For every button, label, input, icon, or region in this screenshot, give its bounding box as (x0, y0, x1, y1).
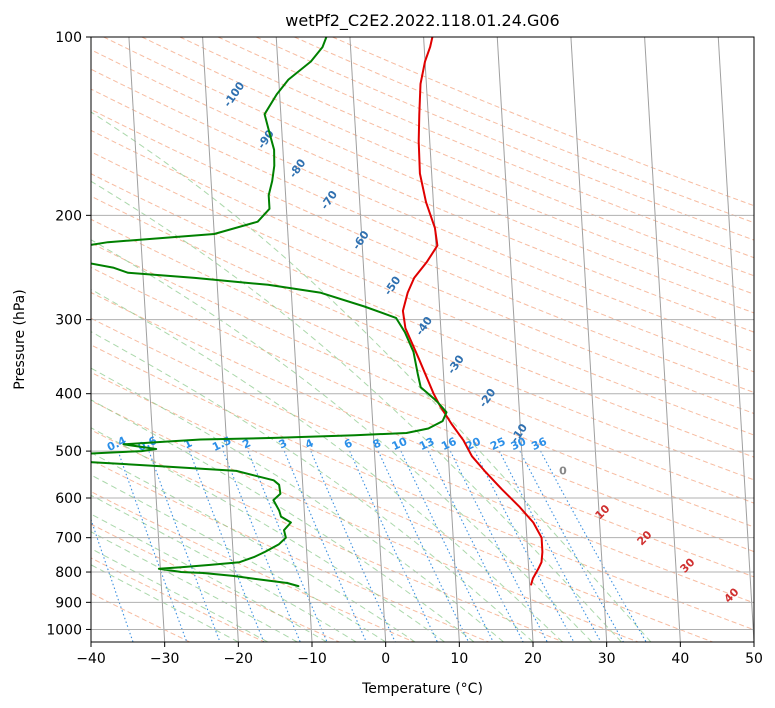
y-tick-label: 200 (55, 208, 82, 224)
x-tick-label: −30 (150, 651, 180, 667)
x-tick-label: −40 (76, 651, 106, 667)
dry-adiabat-line (91, 371, 713, 642)
isotherm-line (570, 37, 608, 642)
isotherm-line (423, 37, 460, 642)
x-tick-label: 50 (745, 651, 763, 667)
dry-adiabat-line (91, 129, 754, 415)
x-tick-label: 10 (450, 651, 468, 667)
mixing-ratio-line (377, 450, 469, 642)
mixing-ratio-line (498, 450, 602, 642)
mixing-ratio-line (474, 450, 575, 642)
x-tick-label: 30 (598, 651, 616, 667)
moist-adiabat-line (91, 111, 652, 642)
chart-title: wetPf2_C2E2.2022.118.01.24.G06 (285, 11, 559, 31)
mixing-ratio-label: 30 (509, 435, 529, 453)
moist-adiabat-line (91, 427, 445, 642)
y-tick-label: 400 (55, 387, 82, 403)
isotherm-line (202, 37, 239, 642)
mixing-ratio-line (349, 450, 438, 642)
x-axis-ticks: −40 −30 −20 −10 0 10 20 30 40 50 (76, 642, 763, 667)
dry-adiabat-line (91, 400, 639, 642)
moist-adiabat-line (91, 474, 386, 642)
dry-adiabat-line (91, 195, 754, 481)
dry-adiabat-line (91, 291, 754, 578)
isotherm-line (128, 37, 166, 642)
temperature-profile-line (401, 37, 544, 586)
dry-adiabat-line (91, 459, 489, 642)
dry-adiabat-line (91, 344, 754, 631)
mixing-ratio-line (222, 450, 301, 642)
plot-area (91, 37, 754, 642)
mixing-ratio-label: 25 (488, 435, 507, 453)
dry-adiabat-line (91, 317, 754, 604)
mixing-ratio-line (427, 450, 524, 642)
moist-adiabat-line (91, 513, 327, 642)
x-tick-label: 40 (671, 651, 689, 667)
moist-adiabat-line (91, 331, 534, 642)
y-tick-label: 500 (55, 444, 82, 460)
dewpoint-profile-line (91, 37, 448, 588)
dry-adiabat-line (91, 242, 754, 528)
moist-adiabat-line (91, 494, 357, 642)
isotherm-line (349, 37, 387, 642)
mixing-ratio-line (519, 450, 624, 642)
moist-adiabat-line (91, 399, 475, 642)
zero-isotherm-label: 0 (559, 465, 567, 478)
mixing-ratio-label: 16 (439, 435, 459, 453)
mixing-ratio-line (148, 450, 221, 642)
dry-adiabat-line (91, 49, 754, 333)
moist-adiabat-line (91, 288, 563, 642)
dry-adiabat-line (91, 557, 265, 642)
isotherm-line (275, 37, 313, 642)
isotherm-line (717, 37, 754, 642)
dry-adiabat-line (91, 429, 564, 642)
dry-adiabat-line (91, 218, 754, 504)
mixing-ratio-label: 13 (417, 435, 436, 453)
y-tick-label: 700 (55, 531, 82, 547)
isotherm-line (496, 37, 534, 642)
mixing-ratio-label: 10 (390, 435, 410, 453)
x-tick-label: 0 (381, 651, 390, 667)
sounding-series (91, 37, 544, 588)
dry-adiabat-line (141, 37, 754, 295)
background-reference-lines (91, 37, 754, 642)
mixing-ratio-line (449, 450, 548, 642)
moist-adiabat-line (91, 239, 593, 642)
isotherm-line (644, 37, 681, 642)
dry-adiabat-line (91, 68, 754, 353)
x-tick-label: −10 (297, 651, 327, 667)
y-tick-label: 100 (55, 30, 82, 46)
dry-adiabat-line (91, 491, 415, 642)
mixing-ratio-line (188, 450, 265, 642)
y-tick-label: 1000 (46, 622, 82, 638)
moist-adiabat-line (91, 180, 622, 642)
x-tick-label: 20 (524, 651, 542, 667)
mixing-ratio-line (91, 518, 134, 642)
mixing-ratio-line (247, 450, 328, 642)
y-axis-ticks: 100 200 300 400 500 600 700 800 900 1000 (46, 30, 91, 638)
plot-frame (90, 36, 755, 643)
y-axis-label: Pressure (hPa) (12, 289, 28, 389)
dry-adiabat-line (91, 173, 754, 458)
y-tick-label: 900 (55, 595, 82, 611)
x-tick-label: −20 (224, 651, 254, 667)
moist-adiabat-line (91, 564, 239, 642)
y-tick-label: 600 (55, 491, 82, 507)
mixing-ratio-label: 36 (529, 435, 549, 453)
y-tick-label: 300 (55, 313, 82, 329)
y-tick-label: 800 (55, 565, 82, 581)
dry-adiabat-line (91, 266, 754, 553)
moist-adiabat-line (91, 367, 504, 642)
x-axis-label: Temperature (°C) (361, 681, 483, 697)
dry-adiabat-line (91, 108, 754, 393)
